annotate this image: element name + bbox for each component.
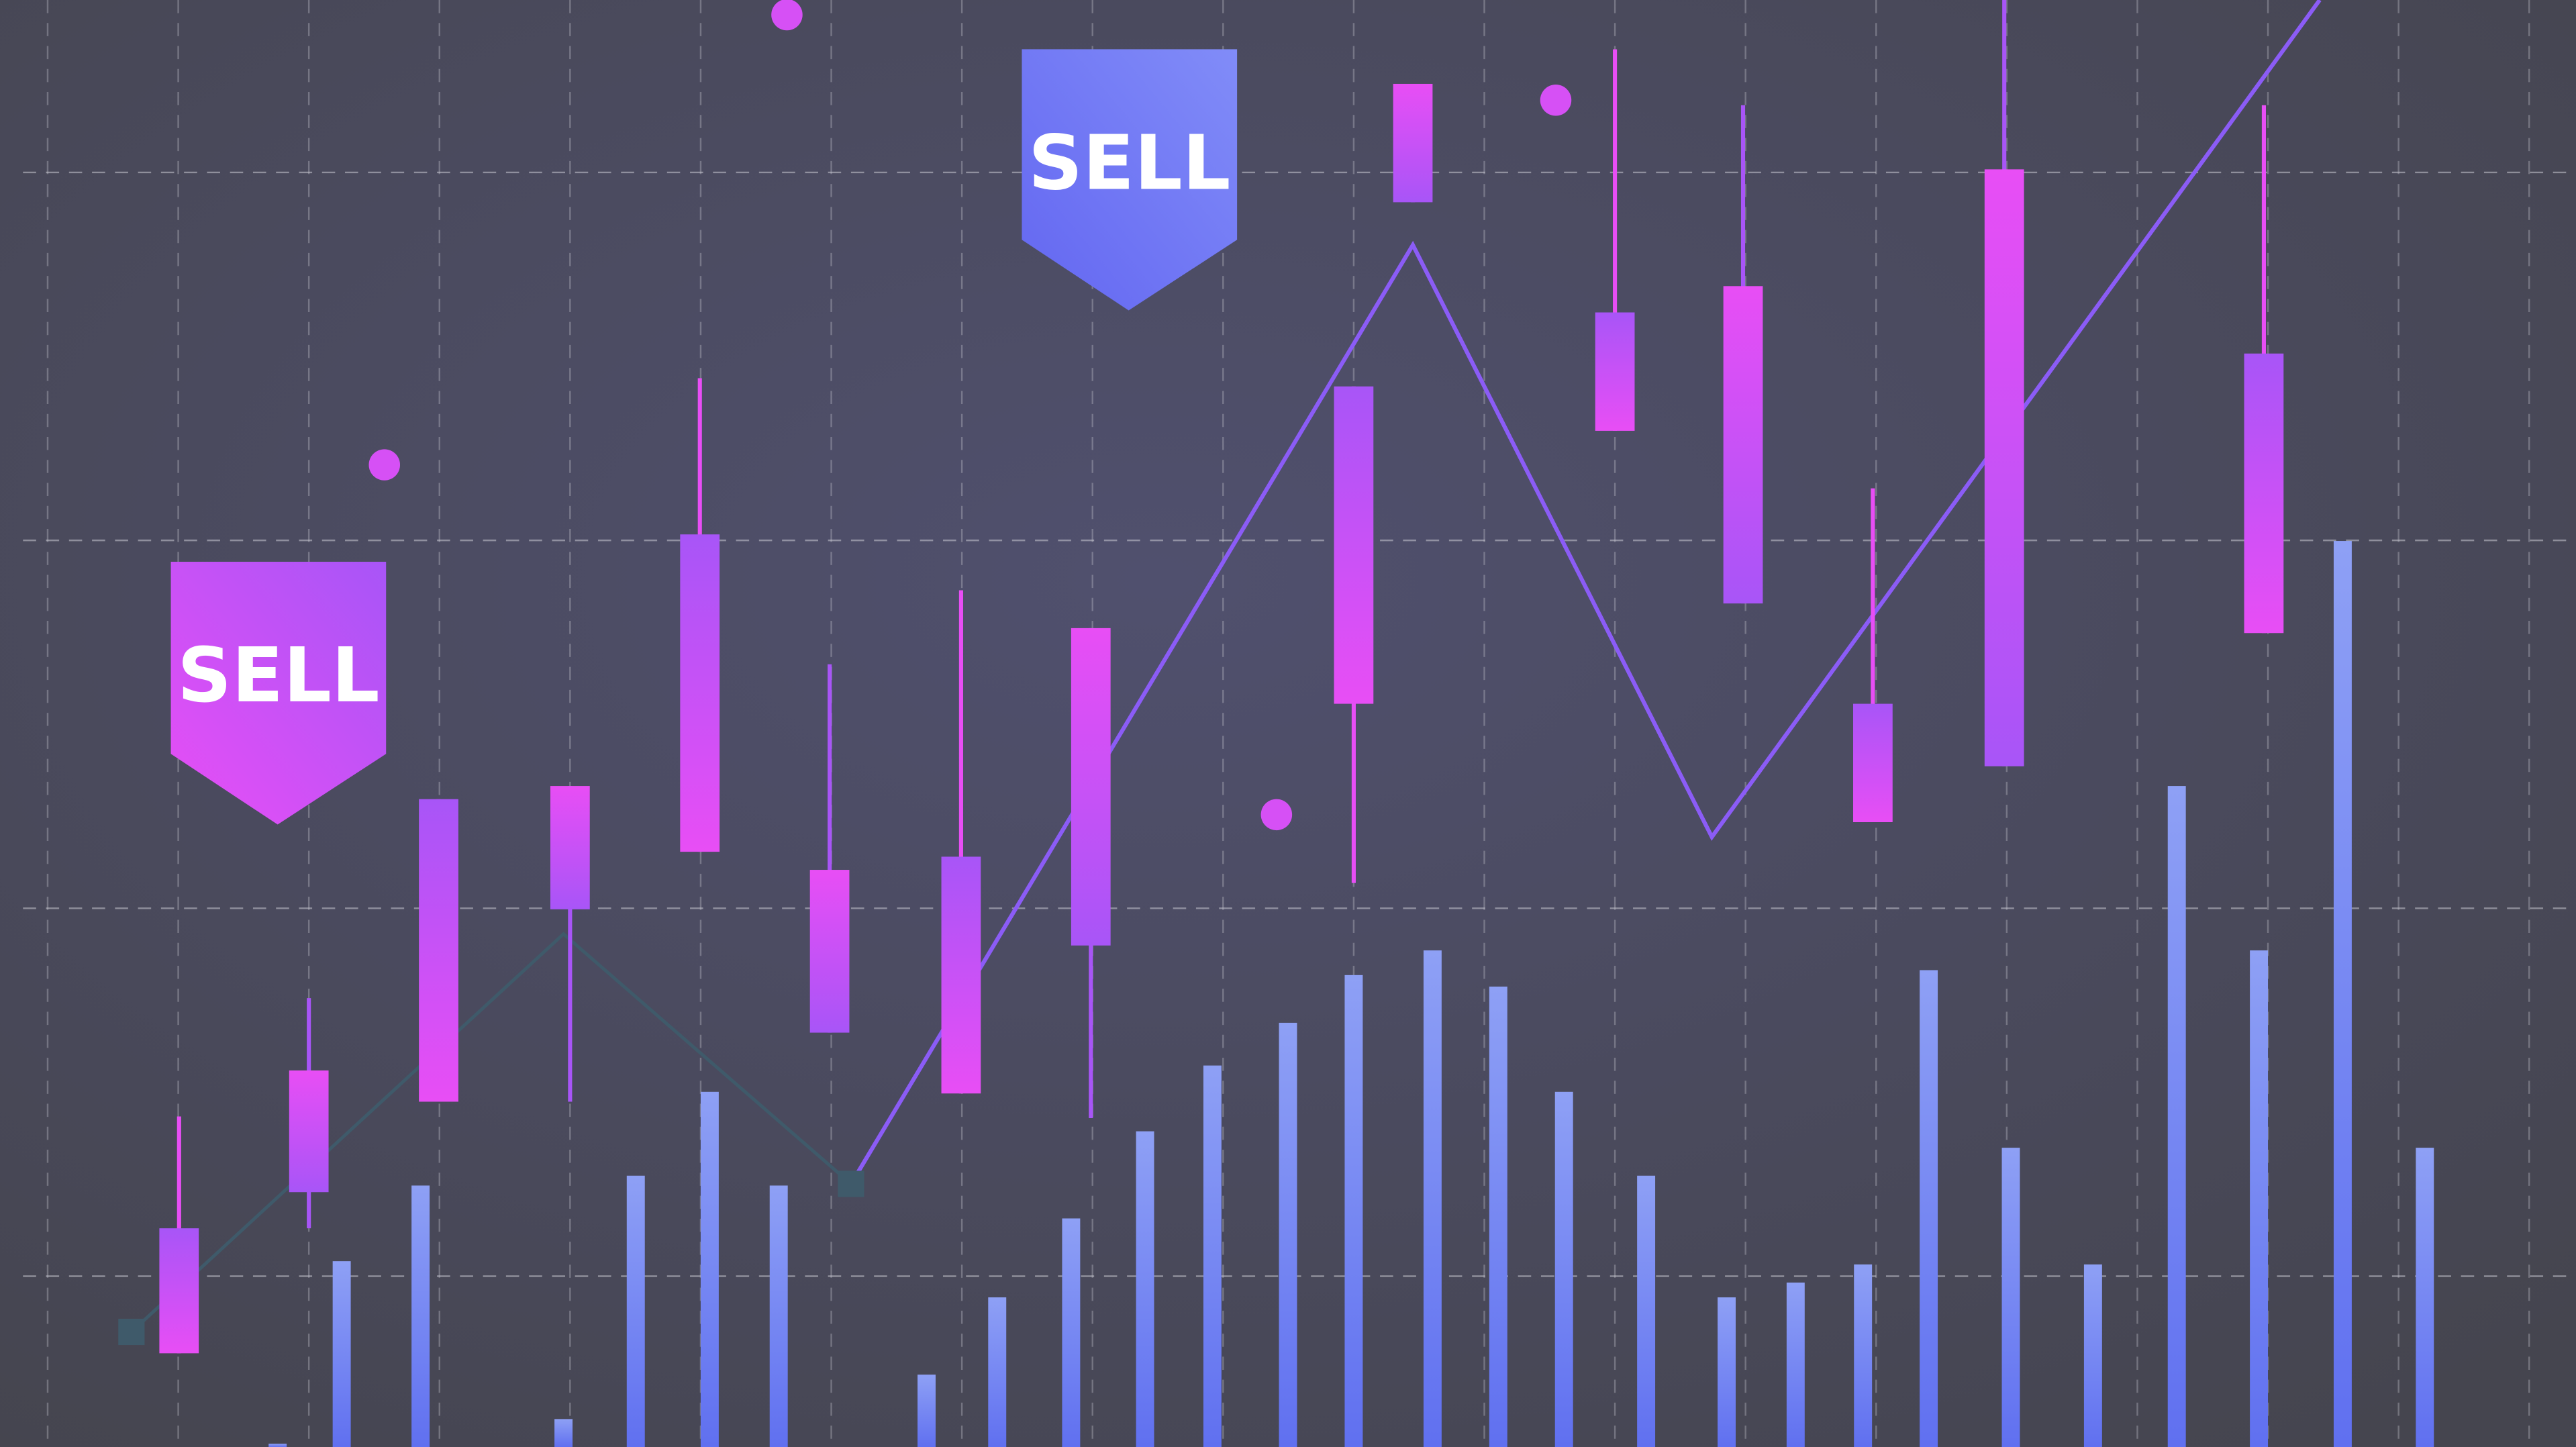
sell-badge-left: SELL: [170, 561, 387, 825]
decorative-dot: [771, 0, 803, 31]
decorative-dots: [368, 0, 1572, 831]
volume-bar: [700, 1091, 719, 1447]
candle: [419, 799, 458, 1102]
candle: [680, 378, 720, 852]
volume-bar: [2001, 1148, 2020, 1447]
volume-bar: [411, 1185, 430, 1447]
candle: [941, 590, 981, 1094]
candle: [289, 998, 329, 1229]
candle-body: [1071, 628, 1111, 946]
candle: [1853, 488, 1893, 822]
sell-badge-left-shape: [170, 561, 387, 825]
candle-body: [2244, 353, 2284, 634]
candle-body: [1723, 286, 1763, 604]
decorative-dot: [1540, 85, 1572, 116]
volume-bar: [918, 1375, 936, 1447]
volume-bar: [1718, 1297, 1736, 1447]
decorative-dot: [368, 449, 401, 481]
volume-bar: [332, 1261, 351, 1447]
candle-body: [809, 870, 850, 1033]
volume-bar: [1489, 987, 1507, 1447]
line-marker: [838, 1170, 864, 1197]
sell-badge-top-shape: [1022, 49, 1238, 311]
sell-badge-top-label: SELL: [1028, 119, 1230, 207]
volume-bar: [1203, 1065, 1222, 1447]
volume-bar: [1786, 1283, 1805, 1447]
sell-badge-top: SELL: [1022, 49, 1238, 311]
candle: [809, 664, 850, 1033]
volume-bar: [2167, 786, 2186, 1447]
volume-bar: [554, 1419, 573, 1447]
volume-bar: [2083, 1264, 2102, 1447]
faint-trend-line: [130, 932, 852, 1334]
candle-body: [1853, 703, 1893, 822]
candle-body: [1595, 312, 1635, 431]
volume-bar: [2416, 1148, 2434, 1447]
candle: [1723, 105, 1763, 604]
candles: [159, 0, 2284, 1354]
volume-bar: [2333, 541, 2352, 1447]
volume-bar: [1920, 970, 1938, 1447]
volume-bar: [1062, 1218, 1081, 1447]
volume-bar: [1423, 950, 1442, 1447]
candle: [550, 786, 590, 1102]
candle-body: [289, 1070, 329, 1193]
volume-bar: [268, 1444, 287, 1447]
candle-body: [1393, 83, 1433, 203]
volume-bar: [1554, 1091, 1573, 1447]
candle-body: [550, 786, 590, 909]
candle: [2244, 105, 2284, 634]
volume-bar: [1854, 1264, 1873, 1447]
candle-body: [941, 856, 981, 1094]
candle: [1393, 83, 1433, 203]
volume-bar: [769, 1185, 788, 1447]
volume-bar: [1637, 1175, 1656, 1447]
candle-body: [1984, 169, 2024, 766]
volume-bar: [2250, 950, 2269, 1447]
candle: [1984, 0, 2024, 766]
candle-body: [419, 799, 458, 1102]
volume-bar: [1279, 1022, 1297, 1447]
candle: [1595, 49, 1635, 431]
volume-bars: [268, 541, 2434, 1447]
decorative-dot: [1260, 799, 1293, 831]
candle-body: [159, 1228, 199, 1354]
volume-bar: [1136, 1131, 1154, 1447]
volume-bar: [1344, 975, 1363, 1447]
candle-body: [1334, 386, 1374, 704]
line-marker: [118, 1318, 145, 1346]
volume-bar: [626, 1175, 645, 1447]
candle-body: [680, 534, 720, 852]
candle: [1334, 386, 1374, 883]
sell-badge-left-label: SELL: [177, 632, 379, 719]
volume-bar: [988, 1297, 1007, 1447]
candle: [1071, 628, 1111, 1118]
candle: [159, 1116, 199, 1354]
